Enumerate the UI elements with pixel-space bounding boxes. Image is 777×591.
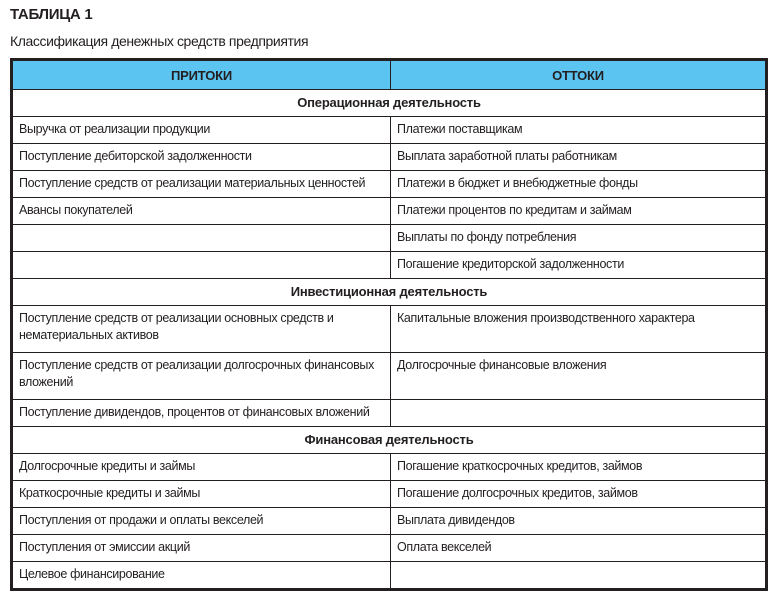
outflow-cell: Выплаты по фонду потребления xyxy=(390,224,767,252)
section-heading: Операционная деятельность xyxy=(11,89,767,117)
outflow-cell: Погашение краткосрочных кредитов, займов xyxy=(390,453,767,481)
outflow-cell: Платежи в бюджет и внебюджетные фонды xyxy=(390,170,767,198)
inflow-cell: Выручка от реализации продукции xyxy=(11,116,391,144)
table-row: Поступление средств от реализации матери… xyxy=(11,170,767,198)
outflow-cell: Долгосрочные финансовые вложения xyxy=(390,352,767,400)
outflow-cell: Погашение долгосрочных кредитов, займов xyxy=(390,480,767,508)
outflow-cell xyxy=(390,399,767,427)
column-header-outflows: ОТТОКИ xyxy=(390,59,767,90)
inflow-cell: Поступление средств от реализации основн… xyxy=(11,305,391,353)
outflow-cell: Оплата векселей xyxy=(390,534,767,562)
table-subtitle: Классификация денежных средств предприят… xyxy=(10,33,309,49)
table-row: Погашение кредиторской задолженности xyxy=(11,251,767,279)
inflow-cell: Авансы покупателей xyxy=(11,197,391,225)
cash-flow-table: ПРИТОКИ ОТТОКИ Операционная деятельность… xyxy=(10,58,768,591)
outflow-cell: Платежи поставщикам xyxy=(390,116,767,144)
outflow-cell: Погашение кредиторской задолженности xyxy=(390,251,767,279)
outflow-cell xyxy=(390,561,767,590)
table-row: Выручка от реализации продукции Платежи п… xyxy=(11,116,767,144)
inflow-cell: Краткосрочные кредиты и займы xyxy=(11,480,391,508)
inflow-cell: Поступление средств от реализации матери… xyxy=(11,170,391,198)
table-row: Поступления от продажи и оплаты векселей… xyxy=(11,507,767,535)
table-row: Поступление дивидендов, процентов от фин… xyxy=(11,399,767,427)
table-row: Поступление дебиторской задолженности Вып… xyxy=(11,143,767,171)
section-heading: Финансовая деятельность xyxy=(11,426,767,454)
outflow-cell: Капитальные вложения производственного х… xyxy=(390,305,767,353)
section-row: Инвестиционная деятельность xyxy=(11,278,767,306)
inflow-cell: Поступление дивидендов, процентов от фин… xyxy=(11,399,391,427)
table-row: Выплаты по фонду потребления xyxy=(11,224,767,252)
table-row: Поступление средств от реализации основн… xyxy=(11,305,767,353)
table-row: Краткосрочные кредиты и займы Погашение д… xyxy=(11,480,767,508)
outflow-cell: Выплата дивидендов xyxy=(390,507,767,535)
inflow-cell: Поступления от продажи и оплаты векселей xyxy=(11,507,391,535)
table-row: Долгосрочные кредиты и займы Погашение кр… xyxy=(11,453,767,481)
inflow-cell: Целевое финансирование xyxy=(11,561,391,590)
outflow-cell: Выплата заработной платы работникам xyxy=(390,143,767,171)
inflow-cell xyxy=(11,251,391,279)
inflow-cell: Поступление дебиторской задолженности xyxy=(11,143,391,171)
section-row: Финансовая деятельность xyxy=(11,426,767,454)
section-heading: Инвестиционная деятельность xyxy=(11,278,767,306)
table-row: Поступление средств от реализации долгос… xyxy=(11,352,767,400)
section-row: Операционная деятельность xyxy=(11,89,767,117)
table-row: Авансы покупателей Платежи процентов по к… xyxy=(11,197,767,225)
table-title: ТАБЛИЦА 1 xyxy=(10,6,93,23)
table-row: Целевое финансирование xyxy=(11,561,767,590)
inflow-cell: Поступления от эмиссии акций xyxy=(11,534,391,562)
inflow-cell xyxy=(11,224,391,252)
outflow-cell: Платежи процентов по кредитам и займам xyxy=(390,197,767,225)
table-row: Поступления от эмиссии акций Оплата вексе… xyxy=(11,534,767,562)
inflow-cell: Долгосрочные кредиты и займы xyxy=(11,453,391,481)
header-row: ПРИТОКИ ОТТОКИ xyxy=(11,59,767,90)
column-header-inflows: ПРИТОКИ xyxy=(11,59,391,90)
inflow-cell: Поступление средств от реализации долгос… xyxy=(11,352,391,400)
